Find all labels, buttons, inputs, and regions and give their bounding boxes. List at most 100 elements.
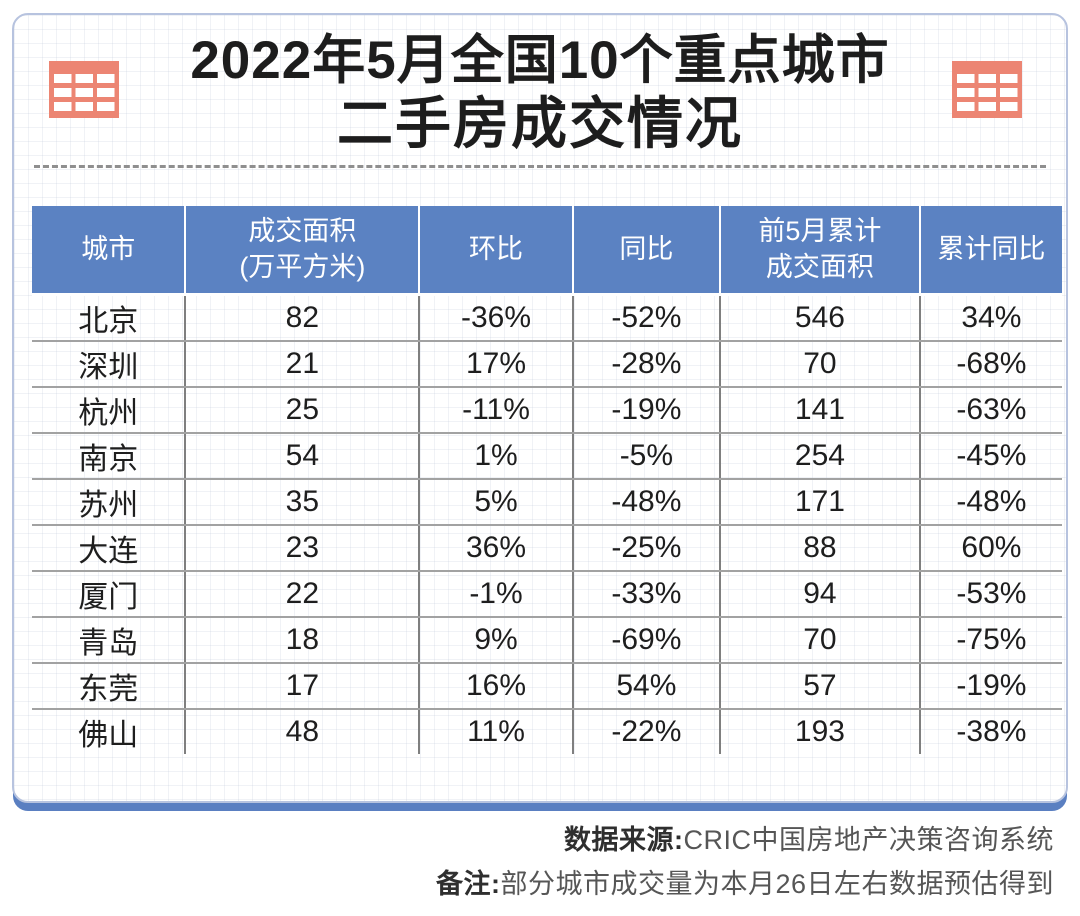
table-header-row: 城市 成交面积 (万平方米) 环比 同比 xyxy=(32,206,1062,296)
page-title: 2022年5月全国10个重点城市 二手房成交情况 xyxy=(14,29,1066,155)
cell-area: 18 xyxy=(185,616,421,664)
table-row: 佛山 48 11% -22% 193 -38% xyxy=(32,708,1062,754)
cell-city: 苏州 xyxy=(32,478,187,526)
table-row: 深圳 21 17% -28% 70 -68% xyxy=(32,340,1062,388)
cell-mom: -11% xyxy=(419,386,574,434)
table-row: 厦门 22 -1% -33% 94 -53% xyxy=(32,570,1062,618)
cell-cumulative-area: 141 xyxy=(720,386,921,434)
cell-cumulative-area: 546 xyxy=(720,294,921,342)
cell-mom: -36% xyxy=(419,294,574,342)
page-title-line-1: 2022年5月全国10个重点城市 xyxy=(190,31,890,90)
cell-area: 82 xyxy=(185,294,421,342)
cell-cumulative-yoy: -19% xyxy=(919,662,1062,710)
cell-cumulative-area: 70 xyxy=(720,616,921,664)
cell-area: 17 xyxy=(185,662,421,710)
cell-area: 21 xyxy=(185,340,421,388)
table-grid-icon xyxy=(49,61,119,118)
cell-mom: 5% xyxy=(419,478,574,526)
cell-mom: 1% xyxy=(419,432,574,480)
table-row: 北京 82 -36% -52% 546 34% xyxy=(32,294,1062,342)
cell-mom: 16% xyxy=(419,662,574,710)
col-header-yoy: 同比 xyxy=(572,206,722,296)
cell-cumulative-area: 88 xyxy=(720,524,921,572)
cell-city: 厦门 xyxy=(32,570,187,618)
cell-mom: -1% xyxy=(419,570,574,618)
cell-cumulative-yoy: -38% xyxy=(956,714,1027,748)
cell-yoy: -69% xyxy=(572,616,722,664)
cell-city: 北京 xyxy=(32,294,187,342)
page-title-line-2: 二手房成交情况 xyxy=(337,92,743,155)
cell-cumulative-area: 193 xyxy=(720,708,921,754)
dashed-divider xyxy=(34,165,1046,168)
cell-area: 54 xyxy=(185,432,421,480)
cell-yoy: -25% xyxy=(572,524,722,572)
header-line: (万平方米) xyxy=(239,252,366,283)
remark-label: 备注: xyxy=(435,869,501,899)
cell-area: 35 xyxy=(185,478,421,526)
cell-yoy: -48% xyxy=(572,478,722,526)
remark-line: 备注:部分城市成交量为本月26日左右数据预估得到 xyxy=(436,862,1054,906)
cell-area: 48 xyxy=(185,708,421,754)
cell-cumulative-yoy: -63% xyxy=(919,386,1062,434)
header-line: 同比 xyxy=(619,234,674,265)
header-line: 累计同比 xyxy=(937,234,1046,265)
cell-area: 22 xyxy=(185,570,421,618)
cell-yoy: -33% xyxy=(572,570,722,618)
cell-cumulative-area: 94 xyxy=(720,570,921,618)
cell-city: 杭州 xyxy=(32,386,187,434)
col-header-area: 成交面积 (万平方米) xyxy=(185,206,421,296)
table-row: 苏州 35 5% -48% 171 -48% xyxy=(32,478,1062,526)
remark-text: 部分城市成交量为本月26日左右数据预估得到 xyxy=(500,869,1054,899)
cell-cumulative-yoy: 60% xyxy=(919,524,1062,572)
header-line: 环比 xyxy=(469,234,523,265)
cell-mom: 11% xyxy=(419,708,574,754)
cell-yoy: -28% xyxy=(572,340,722,388)
cell-yoy: -52% xyxy=(572,294,722,342)
header-line: 成交面积 xyxy=(248,216,357,247)
header-line: 城市 xyxy=(81,234,136,265)
cell-city: 深圳 xyxy=(32,340,187,388)
cell-city: 南京 xyxy=(32,432,187,480)
cell-cumulative-yoy: -53% xyxy=(919,570,1062,618)
cell-cumulative-area: 70 xyxy=(720,340,921,388)
table-row: 杭州 25 -11% -19% 141 -63% xyxy=(32,386,1062,434)
cell-city: 东莞 xyxy=(32,662,187,710)
cell-mom: 9% xyxy=(419,616,574,664)
cell-area: 25 xyxy=(185,386,421,434)
cell-yoy: -19% xyxy=(572,386,722,434)
infographic-card: 2022年5月全国10个重点城市 二手房成交情况 城市 成交面积 (万平方米) xyxy=(12,13,1068,803)
header-line: 成交面积 xyxy=(765,252,874,283)
cell-cumulative-yoy: 34% xyxy=(919,294,1062,342)
cell-city: 青岛 xyxy=(32,616,187,664)
col-header-cumulative-yoy: 累计同比 xyxy=(919,206,1062,296)
table-row: 南京 54 1% -5% 254 -45% xyxy=(32,432,1062,480)
table-grid-icon xyxy=(952,61,1022,118)
footer-notes: 数据来源:CRIC中国房地产决策咨询系统 备注:部分城市成交量为本月26日左右数… xyxy=(436,818,1054,906)
table-row: 东莞 17 16% 54% 57 -19% xyxy=(32,662,1062,710)
cell-city: 佛山 xyxy=(32,708,187,754)
table-row: 青岛 18 9% -69% 70 -75% xyxy=(32,616,1062,664)
col-header-mom: 环比 xyxy=(419,206,574,296)
cell-cumulative-area: 254 xyxy=(720,432,921,480)
cell-cumulative-area: 171 xyxy=(720,478,921,526)
table-body: 北京 82 -36% -52% 546 34% 深圳 21 17% -28% 7… xyxy=(32,294,1062,754)
cell-mom: 17% xyxy=(419,340,574,388)
cell-city: 大连 xyxy=(32,524,187,572)
cell-yoy: -22% xyxy=(572,708,722,754)
cell-cumulative-yoy: -48% xyxy=(919,478,1062,526)
cell-yoy: -5% xyxy=(572,432,722,480)
cell-cumulative-area: 57 xyxy=(720,662,921,710)
cell-yoy: 54% xyxy=(572,662,722,710)
data-source-text: CRIC中国房地产决策咨询系统 xyxy=(683,825,1054,855)
cell-cumulative-yoy: -45% xyxy=(919,432,1062,480)
cell-mom: 36% xyxy=(419,524,574,572)
col-header-city: 城市 xyxy=(32,206,187,296)
data-source-line: 数据来源:CRIC中国房地产决策咨询系统 xyxy=(436,818,1054,862)
col-header-cumulative-area: 前5月累计 成交面积 xyxy=(720,206,921,296)
header-line: 前5月累计 xyxy=(758,216,882,247)
table-row: 大连 23 36% -25% 88 60% xyxy=(32,524,1062,572)
cell-cumulative-yoy: -75% xyxy=(919,616,1062,664)
data-source-label: 数据来源: xyxy=(564,825,684,855)
housing-data-table: 城市 成交面积 (万平方米) 环比 同比 xyxy=(32,206,1062,754)
